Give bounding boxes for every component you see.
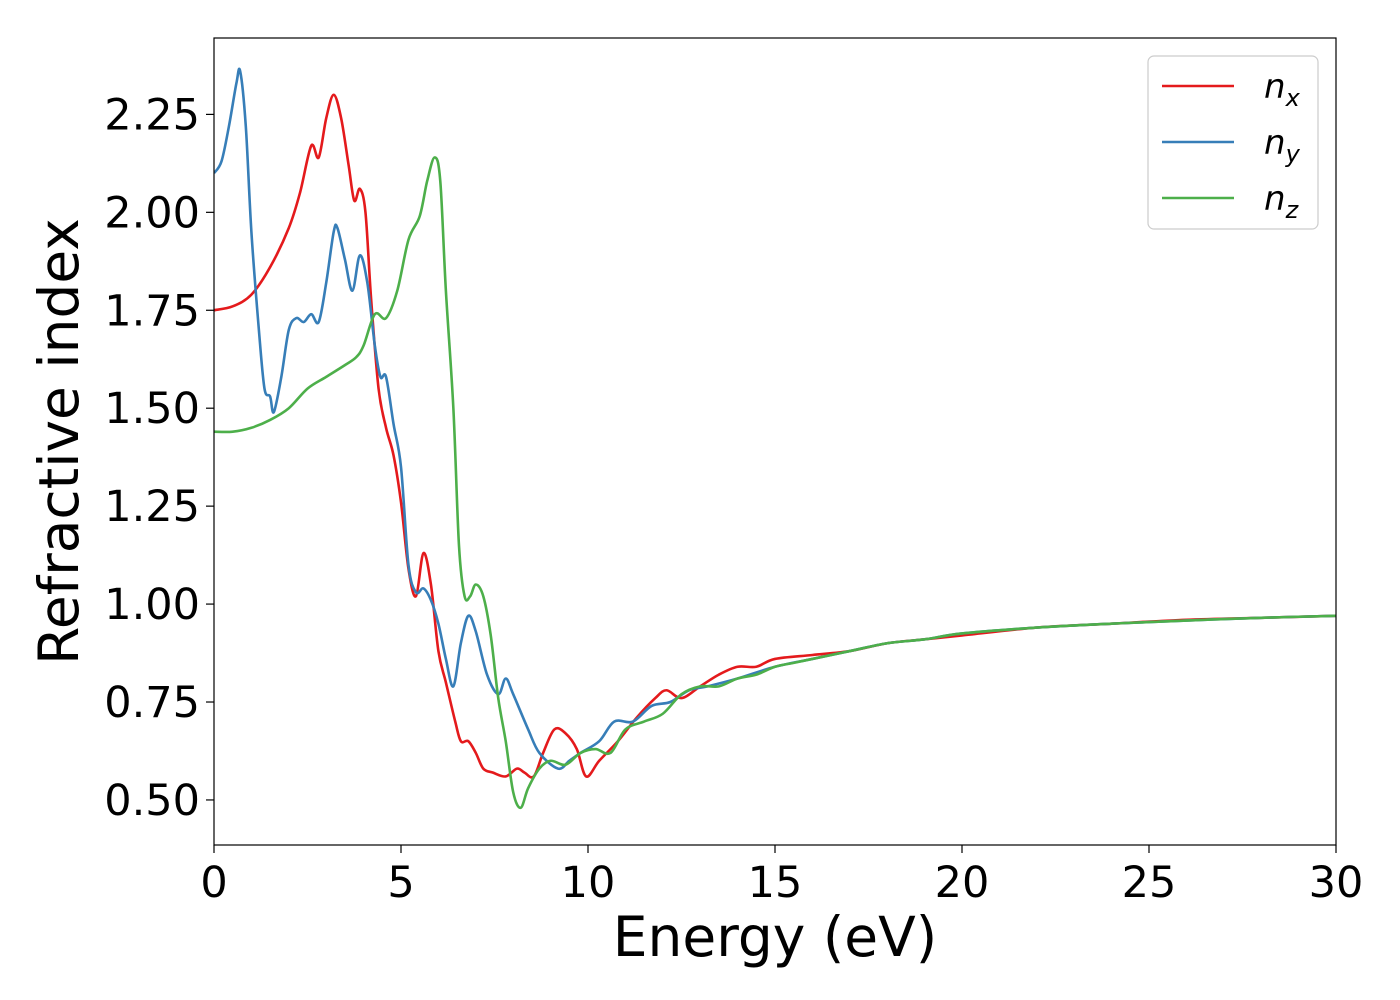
- y-tick-label: 0.50: [104, 776, 200, 826]
- legend-label-n_x: nx: [1264, 67, 1301, 112]
- y-tick-label: 1.50: [104, 384, 200, 434]
- legend-label-n_z: nz: [1264, 179, 1300, 224]
- x-axis: 0 5 10 15 20 25 30: [200, 845, 1363, 908]
- x-tick-label: 25: [1122, 858, 1177, 908]
- y-tick-label: 1.75: [104, 286, 200, 336]
- series-line-n_x: [214, 93, 1336, 779]
- legend: nx ny nz: [1147, 55, 1319, 230]
- x-axis-title: Energy (eV): [613, 905, 937, 969]
- x-tick-label: 0: [200, 858, 227, 908]
- plot-area: [214, 67, 1336, 810]
- y-tick-label: 2.00: [104, 188, 200, 238]
- y-tick-label: 2.25: [104, 90, 200, 140]
- x-tick-label: 5: [387, 858, 414, 908]
- x-tick-label: 10: [561, 858, 616, 908]
- y-axis: 0.50 0.75 1.00 1.25 1.50 1.75 2.00 2.25: [104, 90, 214, 826]
- legend-label-n_y: ny: [1264, 123, 1301, 168]
- x-tick-label: 30: [1309, 858, 1364, 908]
- y-axis-title: Refractive index: [27, 218, 91, 665]
- x-tick-label: 15: [748, 858, 803, 908]
- y-tick-label: 0.75: [104, 678, 200, 728]
- series-line-n_z: [214, 156, 1336, 810]
- y-tick-label: 1.00: [104, 580, 200, 630]
- x-tick-label: 20: [935, 858, 990, 908]
- y-tick-label: 1.25: [104, 482, 200, 532]
